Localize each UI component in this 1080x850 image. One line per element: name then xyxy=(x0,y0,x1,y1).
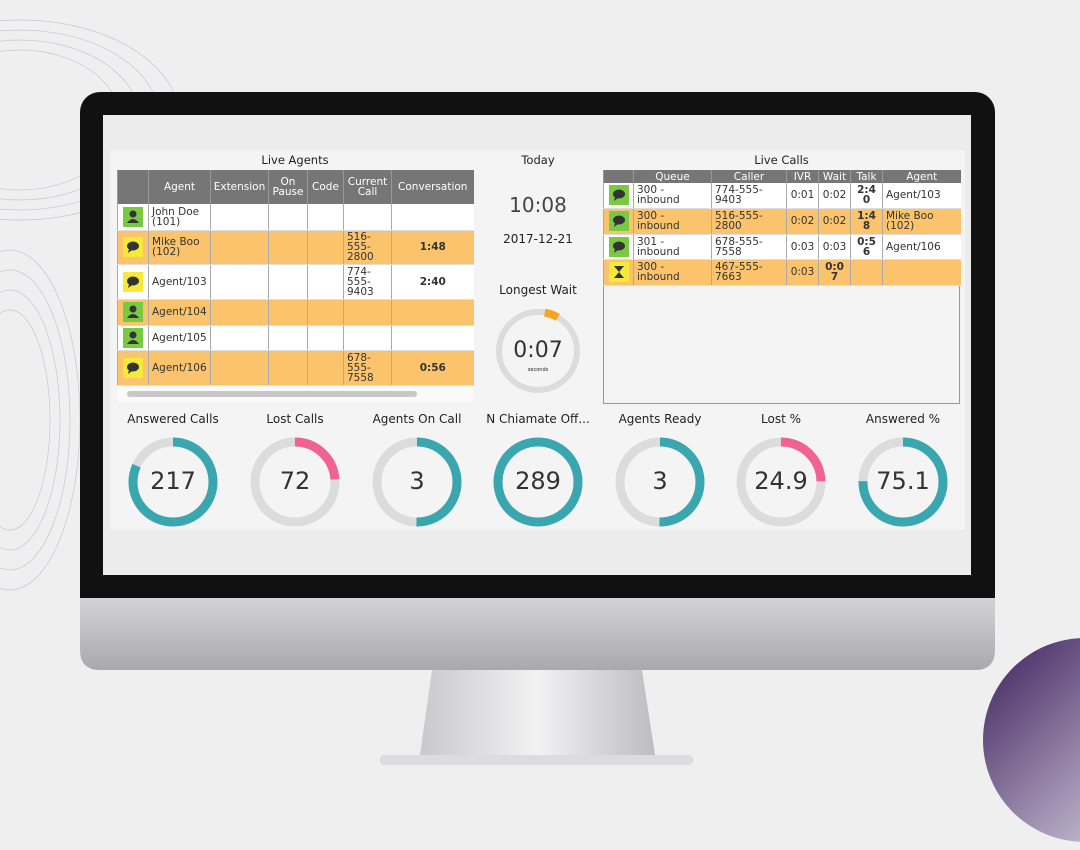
th: Conversation xyxy=(391,170,474,204)
agent-icon xyxy=(123,327,143,348)
monitor-stand xyxy=(420,670,655,755)
th: Talk xyxy=(850,170,883,183)
talk-icon xyxy=(123,271,143,292)
kpi-label: Agents Ready xyxy=(618,412,702,426)
scrollbar xyxy=(117,386,473,402)
kpi-value: 72 xyxy=(279,467,311,495)
cell: Agent/106 xyxy=(148,350,211,386)
waiting-icon xyxy=(608,262,629,282)
cell: 300 - inbound xyxy=(633,259,712,286)
cell: Mike Boo (102) xyxy=(148,230,211,265)
cell: John Doe (101) xyxy=(148,204,211,231)
cell: 0:56 xyxy=(391,350,474,386)
kpi-value: 3 xyxy=(409,467,425,495)
cell: 0:56 xyxy=(850,234,883,260)
cell: 0:02 xyxy=(786,208,819,235)
cell: Agent/105 xyxy=(148,325,211,351)
cell: Agent/103 xyxy=(148,264,211,300)
call-icon xyxy=(608,211,629,231)
cell: 300 - inbound xyxy=(633,208,712,235)
panel-title: Live Calls xyxy=(754,153,809,167)
th: Caller xyxy=(711,170,787,183)
cell: Agent/103 xyxy=(882,183,961,209)
cell: 0:01 xyxy=(786,183,819,209)
panel-title: Longest Wait xyxy=(499,283,577,297)
kpi-value: 289 xyxy=(515,467,561,495)
th: Queue xyxy=(633,170,712,183)
decor-orb xyxy=(983,638,1080,842)
th: Code xyxy=(307,170,344,204)
cell: 0:07 xyxy=(818,259,851,286)
calls-table: Queue Caller IVR Wait Talk Agent 300 - inboun… xyxy=(603,170,961,286)
kpi-value: 24.9 xyxy=(754,467,808,495)
cell: 467-555-7663 xyxy=(711,259,787,286)
cell: 678-555-7558 xyxy=(343,350,392,386)
cell: Agent/106 xyxy=(882,234,961,260)
monitor-base xyxy=(380,755,693,765)
cell: 2:40 xyxy=(850,183,883,209)
cell: 0:03 xyxy=(786,234,819,260)
kpi-label: Answered % xyxy=(865,412,941,426)
th: Wait xyxy=(818,170,851,183)
cell: 0:02 xyxy=(818,183,851,209)
kpi-label: Lost Calls xyxy=(266,412,324,426)
panel-title: Today xyxy=(521,153,555,167)
kpi-gauges xyxy=(128,437,948,527)
monitor-chin xyxy=(80,598,995,670)
cell: Agent/104 xyxy=(148,299,211,326)
agents-table: Agent Extension On Pause Code Current Call Co… xyxy=(117,170,474,386)
wait-unit: seconds xyxy=(527,367,549,373)
cell: 0:03 xyxy=(786,259,819,286)
cell: 774-555-9403 xyxy=(711,183,787,209)
kpi-label: Agents On Call xyxy=(372,412,462,426)
kpi-value: 217 xyxy=(150,467,196,495)
panel-title: Live Agents xyxy=(261,153,329,167)
th: Agent xyxy=(148,170,211,204)
cell: 774-555-9403 xyxy=(343,264,392,300)
wait-gauge xyxy=(495,308,581,394)
th xyxy=(117,170,149,204)
talk-icon xyxy=(123,357,143,378)
cell: Mike Boo (102) xyxy=(882,208,961,235)
cell: 0:03 xyxy=(818,234,851,260)
th: Agent xyxy=(882,170,961,183)
th: On Pause xyxy=(268,170,308,204)
th: IVR xyxy=(786,170,819,183)
agent-icon xyxy=(123,302,143,322)
cell: 516-555-2800 xyxy=(711,208,787,235)
cell: 0:02 xyxy=(818,208,851,235)
cell: 300 - inbound xyxy=(633,183,712,209)
kpi-label: Lost % xyxy=(761,412,801,426)
kpi-value: 75.1 xyxy=(876,467,930,495)
kpi-label: N Chiamate Off... xyxy=(486,412,590,426)
cell: 678-555-7558 xyxy=(711,234,787,260)
call-icon xyxy=(608,185,629,206)
wait-value: 0:07 xyxy=(513,338,563,363)
dashboard: Live Agents Agent Extension On Pause Code Cu… xyxy=(110,150,965,530)
th: Extension xyxy=(210,170,269,204)
kpi-label: Answered Calls xyxy=(127,412,219,426)
clock: 10:08 xyxy=(509,193,567,217)
cell: 2:40 xyxy=(391,264,474,300)
kpi-value: 3 xyxy=(652,467,668,495)
th: Current Call xyxy=(343,170,392,204)
cell: 516-555-2800 xyxy=(343,230,392,265)
call-icon xyxy=(608,236,629,257)
talk-icon xyxy=(123,237,143,257)
cell: 301 - inbound xyxy=(633,234,712,260)
cell: 1:48 xyxy=(850,208,883,235)
cell: 1:48 xyxy=(391,230,474,265)
agent-icon xyxy=(123,206,143,227)
date: 2017-12-21 xyxy=(503,232,573,246)
